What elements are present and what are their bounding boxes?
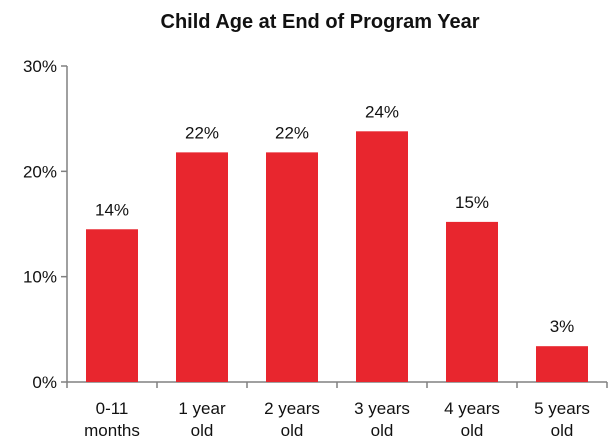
category-label: 5 years bbox=[534, 399, 590, 418]
category-label: 3 years bbox=[354, 399, 410, 418]
data-label: 14% bbox=[95, 200, 129, 219]
bar bbox=[176, 152, 228, 382]
data-label: 3% bbox=[550, 317, 575, 336]
y-tick-label: 20% bbox=[23, 162, 57, 181]
category-label: old bbox=[191, 421, 214, 440]
category-label: 1 year bbox=[178, 399, 226, 418]
bar bbox=[536, 346, 588, 382]
category-label: old bbox=[281, 421, 304, 440]
chart-title: Child Age at End of Program Year bbox=[161, 11, 480, 33]
data-label: 22% bbox=[185, 123, 219, 142]
y-tick-label: 10% bbox=[23, 268, 57, 287]
bar bbox=[86, 229, 138, 382]
y-tick-label: 30% bbox=[23, 57, 57, 76]
category-label: old bbox=[551, 421, 574, 440]
y-tick-label: 0% bbox=[32, 373, 57, 392]
bar bbox=[266, 152, 318, 382]
category-label: months bbox=[84, 421, 140, 440]
bars bbox=[86, 131, 588, 382]
category-label: old bbox=[461, 421, 484, 440]
category-label: 2 years bbox=[264, 399, 320, 418]
category-label: 4 years bbox=[444, 399, 500, 418]
y-axis: 0% 10% 20% 30% bbox=[23, 57, 68, 392]
x-axis bbox=[66, 381, 608, 388]
category-label: 0-11 bbox=[96, 399, 129, 418]
bar bbox=[356, 131, 408, 382]
data-label: 22% bbox=[275, 123, 309, 142]
bar bbox=[446, 221, 498, 382]
data-label: 15% bbox=[455, 193, 489, 212]
category-label: old bbox=[371, 421, 394, 440]
data-labels: 14% 22% 22% 24% 15% 3% bbox=[95, 102, 574, 336]
data-label: 24% bbox=[365, 102, 399, 121]
category-labels: 0-11 months 1 year old 2 years old 3 years old 4… bbox=[84, 399, 590, 440]
